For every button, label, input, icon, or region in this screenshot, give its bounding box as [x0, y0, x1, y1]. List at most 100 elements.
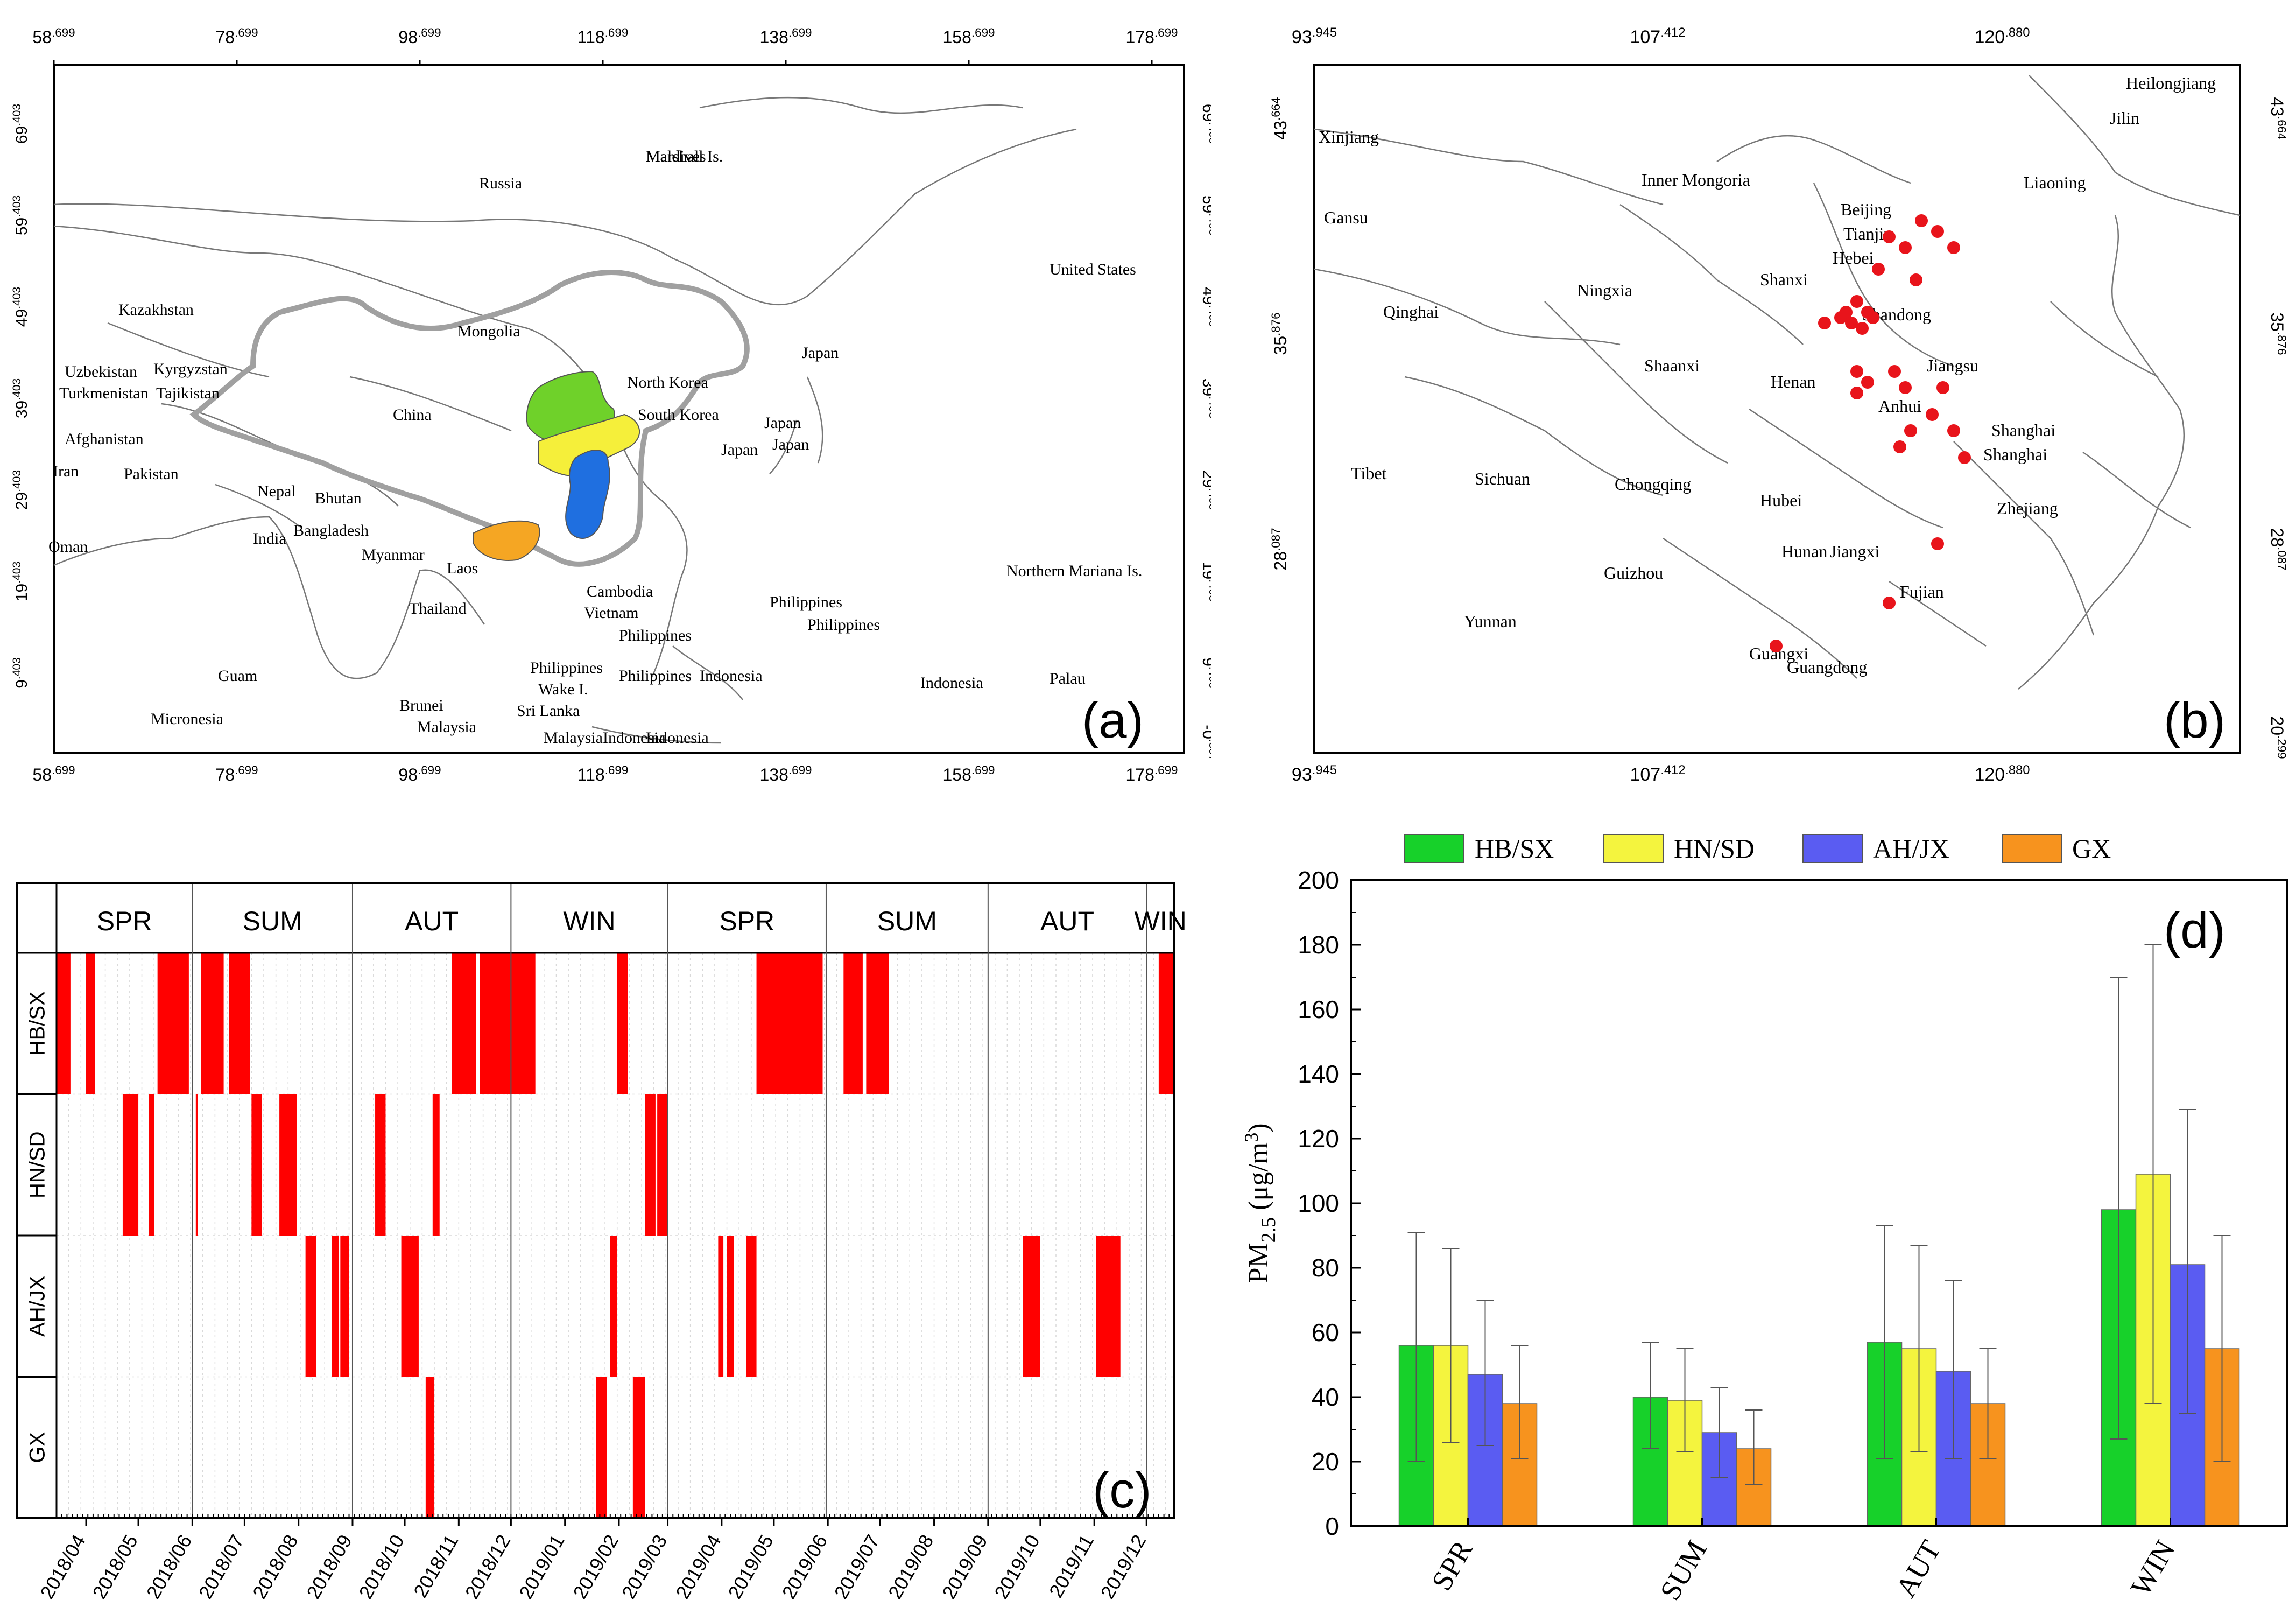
pollution-episode-bar: [632, 1377, 645, 1518]
x-tick-label: 2019/03: [617, 1531, 672, 1603]
row-label: AH/JX: [26, 1276, 50, 1337]
asia-map: 58.699 78.699 98.699 118.699 138.699 158.699 1…: [11, 26, 1211, 784]
map-a-place-label: Sri Lanka: [517, 702, 580, 720]
map-a-place-label: Philippines: [619, 667, 692, 685]
map-b-frame: [1313, 64, 2241, 754]
pollution-episode-bar: [718, 1236, 724, 1377]
map-a-place-label: Palau: [1050, 670, 1086, 687]
east-coastline: [2018, 215, 2185, 690]
map-b-y-tick: 43.664: [1269, 97, 1290, 139]
map-b-province-label: Zhejiang: [1997, 499, 2058, 518]
monitoring-site-marker: [1867, 311, 1879, 324]
map-a-place-label: Kazakhstan: [118, 301, 194, 319]
map-a-place-label: Mongolia: [457, 322, 520, 340]
map-b-province-label: Jiangsu: [1927, 356, 1978, 375]
region-ah-jx: [565, 450, 610, 539]
map-a-place-label: South Korea: [638, 406, 719, 424]
pollution-episode-bar: [1023, 1236, 1040, 1377]
monitoring-site-marker: [1931, 225, 1944, 238]
season-label: WIN: [563, 906, 615, 936]
map-a-place-label: Brunei: [399, 697, 443, 714]
map-a-place-label: Philippines: [530, 659, 603, 677]
map-b-province-label: Xinjiang: [1319, 127, 1379, 146]
region-gx: [473, 520, 540, 561]
pollution-episode-bar: [86, 953, 95, 1094]
y-tick-label: 20: [1312, 1448, 1339, 1476]
pollution-episode-bar: [401, 1236, 419, 1377]
map-a-place-label: Myanmar: [362, 546, 425, 564]
map-a-place-label: Cambodia: [587, 583, 653, 600]
map-b-province-label: Guangdong: [1787, 657, 1867, 677]
map-a-place-label: Indonesia: [700, 667, 763, 685]
map-b-province-label: Qinghai: [1383, 302, 1439, 321]
pollution-episode-bar: [195, 1094, 198, 1236]
pollution-episode-bar: [229, 953, 250, 1094]
y-tick-label: 160: [1298, 995, 1339, 1023]
map-a-place-label: Bangladesh: [293, 522, 369, 539]
x-tick-label: WIN: [2124, 1535, 2181, 1601]
panel-c-label: (c): [1093, 1462, 1152, 1518]
monitoring-site-marker: [1958, 451, 1971, 464]
map-a-place-label: Japan: [764, 414, 801, 432]
map-a-place-label: Uzbekistan: [65, 363, 137, 381]
map-a-frame: [53, 64, 1185, 754]
monitoring-site-marker: [1850, 387, 1863, 399]
monitoring-site-marker: [1899, 381, 1912, 394]
map-b-province-label: Inner Mongoria: [1642, 170, 1750, 190]
pollution-episode-bar: [480, 953, 536, 1094]
map-a-place-label: Afghanistan: [65, 430, 144, 448]
monitoring-site-marker: [1904, 424, 1917, 437]
pollution-episode-bar: [122, 1094, 139, 1236]
map-a-place-label: Vietnam: [584, 604, 639, 622]
x-tick-label: 2018/07: [194, 1531, 249, 1603]
panel-d-label: (d): [2164, 902, 2225, 958]
map-b-province-label: Chongqing: [1615, 474, 1691, 494]
panel-a-map: 58.699 78.699 98.699 118.699 138.699 158.699 1…: [0, 0, 1211, 797]
x-tick-label: 2019/09: [938, 1531, 992, 1603]
map-a-place-label: North Korea: [627, 374, 708, 391]
pollution-episode-bar: [157, 953, 189, 1094]
map-b-y-tick: 28.087: [2267, 528, 2288, 570]
monitoring-site-marker: [1850, 295, 1863, 308]
map-b-x-tick: 120.880: [1974, 763, 2030, 785]
monitoring-site-marker: [1888, 365, 1901, 378]
map-a-y-tick: 29.403: [1199, 470, 1211, 510]
x-tick-label: 2019/10: [990, 1531, 1044, 1603]
monitoring-site-marker: [1931, 537, 1944, 550]
map-a-place-label: Kyrgyzstan: [153, 360, 228, 378]
monitoring-site-marker: [1861, 376, 1874, 389]
map-a-place-label: Malaysia: [544, 729, 603, 747]
map-b-x-tick: 107.412: [1630, 763, 1685, 785]
map-a-y-tick: 69.403: [1199, 104, 1211, 144]
pm25-bar-chart: HB/SX HN/SD AH/JX GX 0 20 40 60 80 100 120 140 160 1…: [1241, 833, 2288, 1605]
map-b-province-label: Beijing: [1841, 200, 1891, 219]
legend-swatch: [2002, 834, 2062, 863]
map-b-province-label: Hubei: [1760, 490, 1802, 510]
pollution-episode-bar: [727, 1236, 734, 1377]
map-a-place-label: Russia: [479, 174, 522, 192]
map-a-x-tick: 98.699: [398, 763, 441, 784]
map-b-x-tick: 107.412: [1630, 25, 1685, 47]
pollution-episode-bar: [432, 1094, 440, 1236]
map-a-y-tick: 39.403: [1199, 378, 1211, 418]
map-b-province-label: Jilin: [2110, 108, 2139, 128]
monitoring-site-marker: [1818, 317, 1831, 329]
pollution-episode-bar: [425, 1377, 435, 1518]
bar-plot-frame: [1350, 879, 2288, 1527]
map-a-place-label: Micronesia: [151, 710, 223, 728]
map-a-place-label: Indonesia: [646, 729, 709, 747]
monitoring-site-marker: [1893, 440, 1906, 453]
x-tick-label: 2019/08: [884, 1531, 938, 1603]
legend-swatch: [1404, 834, 1464, 863]
y-tick-label: 120: [1298, 1125, 1339, 1153]
x-tick-label: SUM: [1653, 1535, 1713, 1605]
panel-d-barchart: HB/SX HN/SD AH/JX GX 0 20 40 60 80 100 120 140 160 1…: [1211, 802, 2296, 1621]
map-b-province-label: Anhui: [1878, 396, 1921, 416]
map-a-x-tick: 158.699: [943, 26, 995, 47]
season-label: AUT: [405, 906, 459, 936]
y-tick-label: 80: [1312, 1254, 1339, 1282]
pollution-episode-bar: [57, 953, 71, 1094]
pollution-episode-bar: [279, 1094, 297, 1236]
map-a-place-label: Northern Mariana Is.: [1006, 562, 1142, 580]
monitoring-site-marker: [1845, 317, 1858, 329]
